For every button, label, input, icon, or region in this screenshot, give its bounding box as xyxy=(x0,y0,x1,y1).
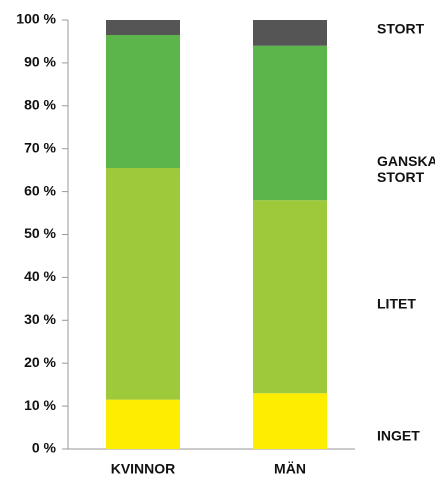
legend-label-line: GANSKA xyxy=(377,153,435,169)
legend-label-line: STORT xyxy=(377,169,425,185)
legend-label: INGET xyxy=(377,428,420,444)
y-tick-label: 60 % xyxy=(24,182,56,198)
bar-segment xyxy=(106,168,180,400)
bar-segment xyxy=(253,20,327,46)
bar-segment xyxy=(253,393,327,449)
bar-segment xyxy=(253,45,327,201)
legend-label: GANSKA STORT xyxy=(377,153,435,185)
legend-label: LITET xyxy=(377,296,416,312)
x-tick-label: MÄN xyxy=(274,461,306,477)
y-tick-label: 0 % xyxy=(32,440,57,456)
bar-segment xyxy=(106,35,180,169)
y-tick-label: 20 % xyxy=(24,354,56,370)
y-tick-label: 70 % xyxy=(24,139,56,155)
y-tick-label: 50 % xyxy=(24,225,56,241)
x-tick-label: KVINNOR xyxy=(111,461,176,477)
y-tick-label: 40 % xyxy=(24,268,56,284)
bar-segment xyxy=(253,200,327,394)
y-tick-label: 10 % xyxy=(24,397,56,413)
bar-segment xyxy=(106,399,180,449)
y-tick-label: 80 % xyxy=(24,97,56,113)
legend-label: STORT xyxy=(377,21,425,37)
bar-segment xyxy=(106,20,180,36)
y-tick-label: 100 % xyxy=(16,11,56,27)
y-tick-label: 90 % xyxy=(24,54,56,70)
y-tick-label: 30 % xyxy=(24,311,56,327)
